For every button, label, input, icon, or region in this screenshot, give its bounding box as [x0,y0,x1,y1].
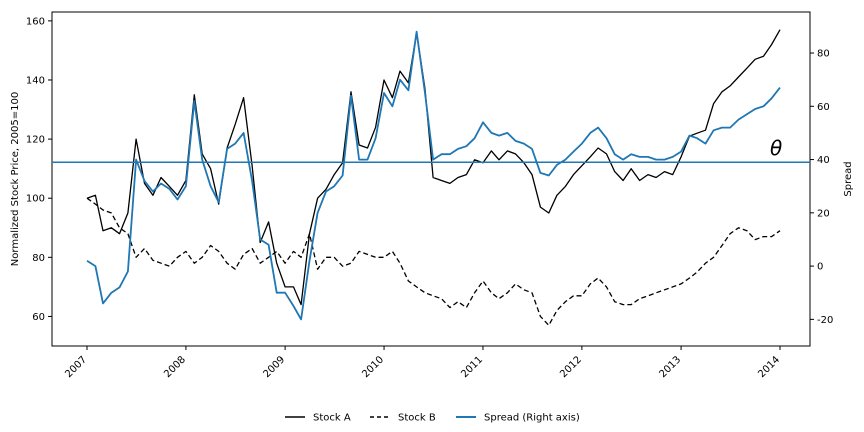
y-left-tick-label-100: 100 [26,194,45,205]
series-line-spread-right-axis [86,30,781,321]
x-axis: 2007 2008 2009 2010 2011 2012 2013 2014 [63,346,782,380]
plot-frame [51,11,811,347]
y-axis-left: 60 80 100 120 140 160 [26,16,52,323]
y-left-tick-label-140: 140 [26,75,45,86]
y-left-tick-label-80: 80 [32,253,45,264]
x-tick-label-2014: 2014 [756,354,782,380]
legend: Stock A Stock B Spread (Right axis) [285,413,580,424]
chart-marks: θ [52,29,810,326]
y-right-tick-label-60: 60 [817,102,830,113]
x-tick-label-2008: 2008 [162,354,188,380]
y-axis-title-right: Spread [843,161,854,196]
y-right-tick-label-40: 40 [817,155,830,166]
legend-label-stock-a: Stock A [313,413,351,424]
x-tick-label-2011: 2011 [459,354,485,380]
x-tick-label-2007: 2007 [63,354,89,380]
y-left-tick-label-60: 60 [32,312,45,323]
y-left-tick-label-160: 160 [26,16,45,27]
y-right-tick-label-20: 20 [817,208,830,219]
theta-annotation: θ [770,136,782,160]
y-left-tick-label-120: 120 [26,135,45,146]
series-line-stock-b [86,197,781,326]
y-right-tick-label-80: 80 [817,49,830,60]
x-tick-label-2013: 2013 [657,354,683,380]
x-tick-label-2010: 2010 [360,354,386,380]
x-tick-label-2009: 2009 [261,354,287,380]
y-right-tick-label-0: 0 [817,262,823,273]
legend-label-stock-b: Stock B [398,413,436,424]
series-line-stock-a [86,29,781,306]
y-right-tick-label--20: -20 [817,315,833,326]
y-axis-title-left: Normalized Stock Price, 2005=100 [10,92,21,266]
legend-label-spread-right-axis: Spread (Right axis) [484,413,580,424]
x-tick-label-2012: 2012 [558,354,584,380]
y-axis-right: -20 0 20 40 60 80 [810,49,833,326]
